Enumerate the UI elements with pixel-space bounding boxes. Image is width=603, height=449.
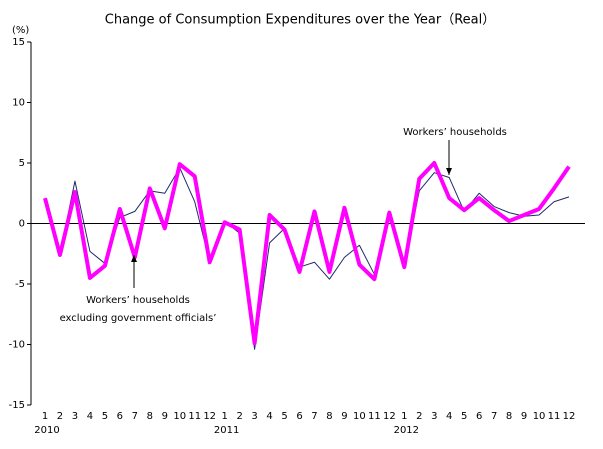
year-label: 2012 — [394, 425, 419, 436]
year-label: 2010 — [34, 425, 59, 436]
x-tick-label: 7 — [132, 411, 138, 422]
x-tick-label: 11 — [368, 411, 381, 422]
x-tick-label: 9 — [162, 411, 168, 422]
x-tick-label: 12 — [563, 411, 576, 422]
x-tick-label: 6 — [476, 411, 482, 422]
annotation: Workers’ households — [86, 295, 190, 306]
x-tick-label: 6 — [117, 411, 123, 422]
y-tick-label: 15 — [12, 37, 25, 48]
series-line — [43, 161, 571, 346]
y-tick-label: 10 — [12, 98, 25, 109]
year-label: 2011 — [214, 425, 239, 436]
x-tick-label: 4 — [446, 411, 452, 422]
x-tick-label: 3 — [72, 411, 78, 422]
x-tick-label: 2 — [57, 411, 63, 422]
x-tick-label: 7 — [491, 411, 497, 422]
x-tick-label: 12 — [383, 411, 396, 422]
y-tick-label: -10 — [9, 340, 25, 351]
y-unit-label: (%) — [12, 25, 29, 36]
x-tick-label: 8 — [506, 411, 512, 422]
x-tick-label: 7 — [311, 411, 317, 422]
x-tick-label: 1 — [42, 411, 48, 422]
x-tick-label: 12 — [203, 411, 216, 422]
x-tick-label: 5 — [102, 411, 108, 422]
x-tick-label: 4 — [87, 411, 93, 422]
x-tick-label: 9 — [341, 411, 347, 422]
series-line — [44, 167, 570, 350]
x-tick-label: 10 — [173, 411, 186, 422]
x-tick-label: 10 — [353, 411, 366, 422]
y-tick-label: -5 — [15, 279, 25, 290]
x-tick-label: 1 — [401, 411, 407, 422]
x-tick-label: 1 — [221, 411, 227, 422]
x-tick-label: 3 — [251, 411, 257, 422]
y-tick-label: 5 — [19, 158, 25, 169]
x-tick-label: 4 — [266, 411, 272, 422]
x-tick-label: 9 — [521, 411, 527, 422]
x-tick-label: 6 — [296, 411, 302, 422]
chart-title: Change of Consumption Expenditures over … — [105, 13, 496, 28]
x-tick-label: 5 — [281, 411, 287, 422]
y-tick-label: 0 — [19, 219, 25, 230]
x-tick-label: 5 — [461, 411, 467, 422]
x-tick-label: 8 — [147, 411, 153, 422]
y-tick-label: -15 — [9, 400, 25, 411]
annotation-arrowhead — [446, 168, 452, 175]
x-tick-label: 2 — [416, 411, 422, 422]
x-tick-label: 2 — [236, 411, 242, 422]
annotation-arrowhead — [131, 255, 137, 262]
x-tick-label: 8 — [326, 411, 332, 422]
x-tick-label: 3 — [431, 411, 437, 422]
annotation: excluding government officials’ — [60, 313, 217, 324]
annotation: Workers’ households — [403, 127, 507, 138]
x-tick-label: 10 — [533, 411, 546, 422]
x-tick-label: 11 — [548, 411, 561, 422]
x-tick-label: 11 — [188, 411, 201, 422]
